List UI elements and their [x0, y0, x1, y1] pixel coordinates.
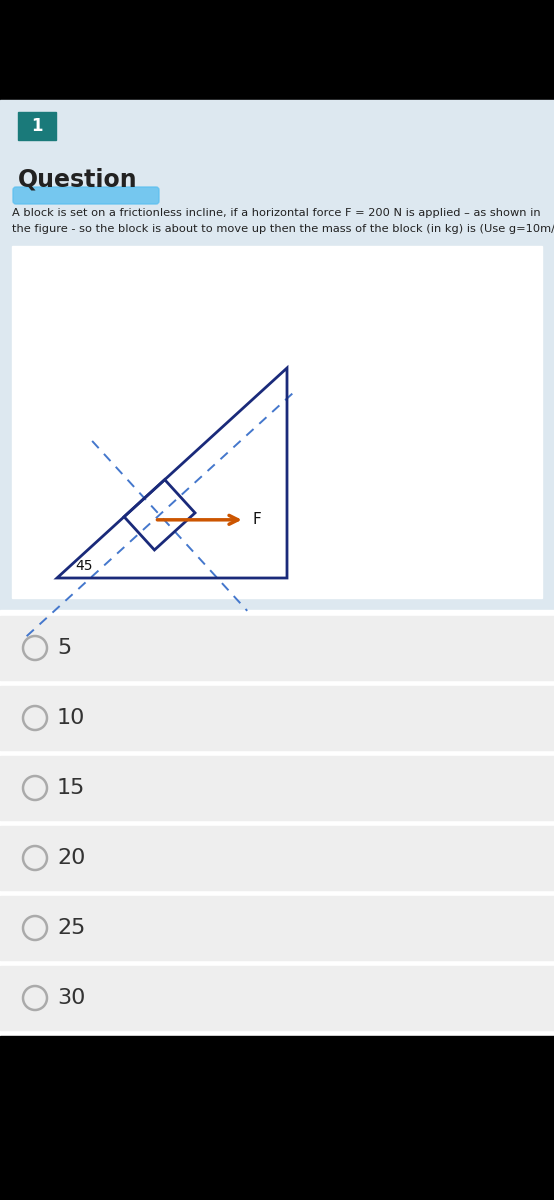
Text: 45: 45: [75, 559, 93, 572]
Bar: [0, 826, 554, 890]
Text: the figure - so the block is about to move up then the mass of the block (in kg): the figure - so the block is about to mo…: [12, 224, 554, 234]
Bar: [0, 686, 554, 750]
Bar: [18, 112, 56, 140]
Text: 15: 15: [57, 778, 85, 798]
Text: Question: Question: [18, 168, 137, 192]
Bar: [0, 1036, 554, 1200]
Text: 10: 10: [57, 708, 85, 728]
Text: 5: 5: [57, 638, 71, 658]
FancyBboxPatch shape: [13, 187, 159, 204]
Bar: [0, 756, 554, 820]
Text: 1: 1: [31, 116, 43, 134]
Bar: [12, 246, 542, 598]
Bar: [0, 0, 554, 100]
Text: 20: 20: [57, 848, 85, 868]
Bar: [0, 616, 554, 680]
Text: 30: 30: [57, 988, 85, 1008]
Bar: [0, 896, 554, 960]
Text: A block is set on a frictionless incline, if a horizontal force F = 200 N is app: A block is set on a frictionless incline…: [12, 208, 541, 218]
Bar: [0, 610, 554, 1036]
Text: F: F: [253, 512, 261, 527]
Bar: [0, 966, 554, 1030]
Text: 25: 25: [57, 918, 85, 938]
Bar: [0, 100, 554, 610]
